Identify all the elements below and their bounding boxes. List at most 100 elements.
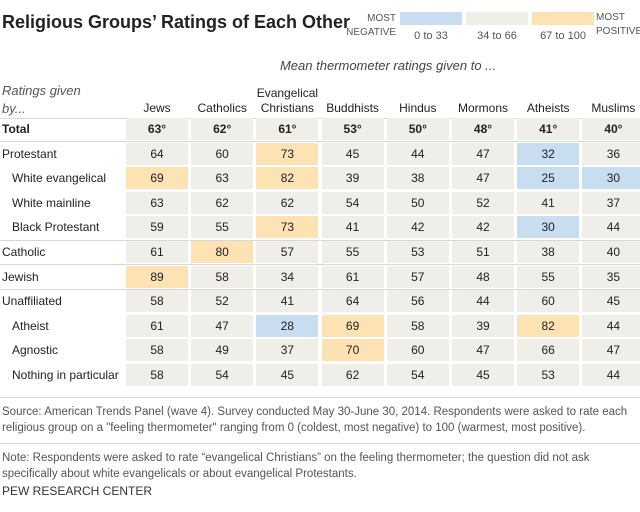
cell: 40 — [582, 241, 640, 263]
cell: 30 — [582, 167, 640, 190]
cell: 73 — [256, 142, 319, 165]
row-label: White evangelical — [12, 171, 107, 186]
cell: 40° — [582, 118, 640, 140]
row-label: Unaffiliated — [2, 294, 62, 309]
legend-high: POSITIVE — [596, 26, 640, 37]
separator — [0, 118, 640, 119]
cell: 44 — [582, 216, 640, 239]
cell: 34 — [256, 265, 319, 288]
cell: 55 — [517, 265, 580, 288]
cell: 82 — [517, 314, 580, 337]
cell: 73 — [256, 216, 319, 239]
cell: 82 — [256, 167, 319, 190]
cell: 69 — [126, 167, 188, 190]
cell: 37 — [256, 339, 319, 362]
cell: 61 — [321, 265, 384, 288]
source: Source: American Trends Panel (wave 4). … — [2, 406, 628, 434]
column-header: Atheists — [526, 101, 570, 115]
cell: 45 — [582, 290, 640, 313]
cell: 70 — [321, 339, 384, 362]
column-header: Evangelical Christians — [256, 86, 319, 115]
legend-swatch — [532, 12, 594, 25]
cell: 58 — [386, 314, 449, 337]
legend-swatch — [466, 12, 528, 25]
cell: 44 — [452, 290, 514, 313]
note: Note: Respondents were asked to rate “ev… — [2, 452, 590, 480]
row-header: Ratings given by... — [2, 83, 81, 116]
cell: 50° — [386, 118, 449, 140]
cell: 61° — [256, 118, 319, 140]
cell: 58 — [126, 290, 188, 313]
legend-label: 0 to 33 — [414, 30, 448, 42]
cell: 41 — [321, 216, 384, 239]
row-label: Agnostic — [12, 343, 59, 358]
cell: 55 — [191, 216, 254, 239]
cell: 37 — [582, 191, 640, 214]
legend-swatch — [400, 12, 462, 25]
cell: 38 — [517, 241, 580, 263]
cell: 30 — [517, 216, 580, 239]
column-header: Muslims — [591, 101, 636, 115]
cell: 66 — [517, 339, 580, 362]
cell: 54 — [321, 191, 384, 214]
cell: 47 — [452, 339, 514, 362]
separator — [0, 141, 640, 143]
row-label: Nothing in particular — [12, 368, 119, 382]
column-header: Catholics — [197, 101, 247, 115]
row-label: Black Protestant — [12, 220, 100, 235]
cell: 25 — [517, 167, 580, 190]
title: Religious Groups’ Ratings of Each Other — [2, 12, 351, 32]
subtitle: Mean thermometer ratings given to ... — [279, 58, 497, 73]
cell: 35 — [582, 265, 640, 288]
cell: 58 — [126, 364, 188, 386]
cell: 39 — [452, 314, 514, 337]
cell: 54 — [191, 364, 254, 386]
cell: 50 — [386, 191, 449, 214]
cell: 28 — [256, 314, 319, 337]
cell: 58 — [191, 265, 254, 288]
cell: 47 — [452, 167, 514, 190]
legend-label: 67 to 100 — [540, 30, 586, 42]
legend-high-top: MOST — [596, 12, 625, 23]
cell: 52 — [191, 290, 254, 313]
row-label: Total — [2, 122, 30, 136]
cell: 39 — [321, 167, 384, 190]
cell: 45 — [321, 142, 384, 165]
cell: 89 — [126, 265, 188, 288]
cell: 60 — [517, 290, 580, 313]
cell: 63° — [126, 118, 188, 140]
column-header: Jews — [143, 101, 171, 115]
separator — [0, 264, 640, 266]
cell: 41° — [517, 118, 580, 140]
cell: 57 — [386, 265, 449, 288]
cell: 32 — [517, 142, 580, 165]
cell: 61 — [126, 241, 188, 263]
cell: 47 — [452, 142, 514, 165]
cell: 45 — [256, 364, 319, 386]
separator — [0, 288, 640, 290]
legend-label: 34 to 66 — [477, 30, 517, 42]
column-header: Hindus — [399, 101, 437, 115]
row-label: Catholic — [2, 245, 46, 259]
cell: 38 — [386, 167, 449, 190]
cell: 48° — [452, 118, 514, 140]
cell: 63 — [191, 167, 254, 190]
cell: 48 — [452, 265, 514, 288]
cell: 51 — [452, 241, 514, 263]
cell: 42 — [386, 216, 449, 239]
cell: 45 — [452, 364, 514, 386]
cell: 61 — [126, 314, 188, 337]
cell: 42 — [452, 216, 514, 239]
cell: 62° — [191, 118, 254, 140]
cell: 44 — [582, 314, 640, 337]
cell: 56 — [386, 290, 449, 313]
cell: 64 — [126, 142, 188, 165]
cell: 41 — [517, 191, 580, 214]
cell: 53 — [517, 364, 580, 386]
cell: 53 — [386, 241, 449, 263]
cell: 44 — [386, 142, 449, 165]
cell: 57 — [256, 241, 319, 263]
cell: 52 — [452, 191, 514, 214]
cell: 60 — [386, 339, 449, 362]
